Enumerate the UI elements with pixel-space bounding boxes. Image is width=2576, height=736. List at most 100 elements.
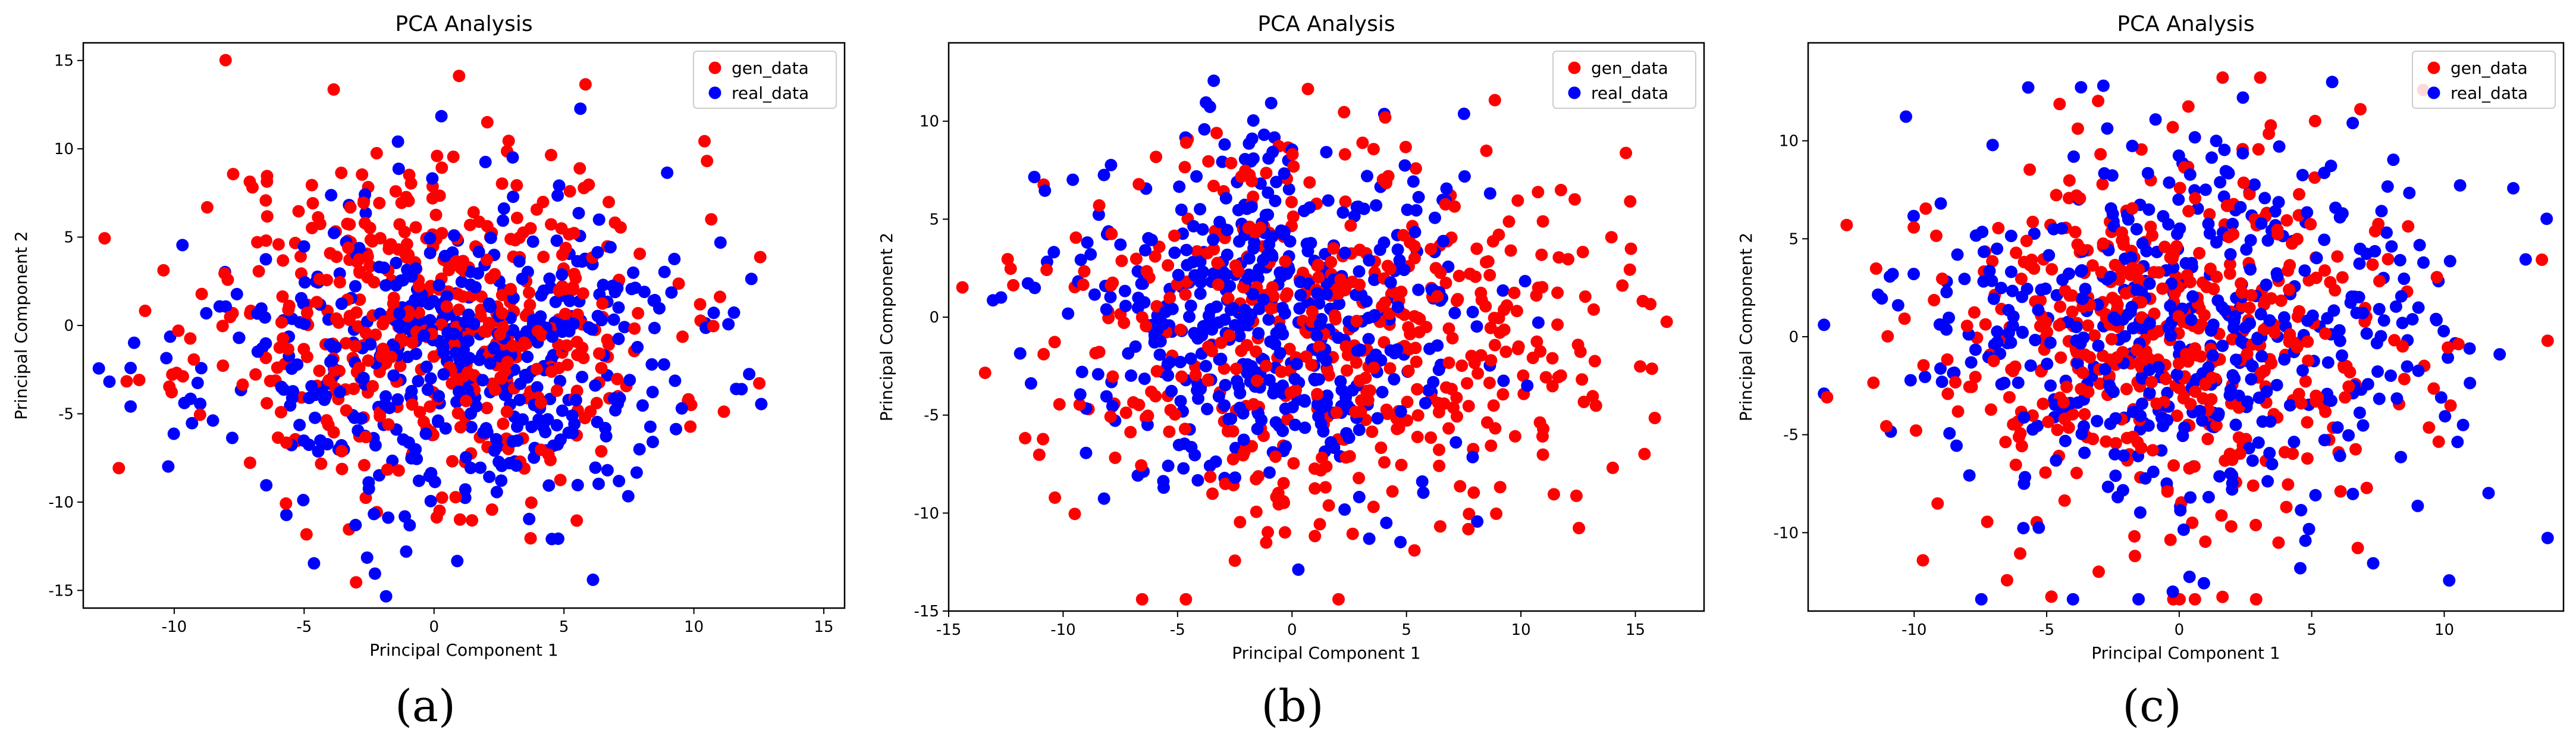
gen-data-point: [1309, 530, 1322, 543]
real-data-point: [1174, 394, 1187, 408]
gen-data-point: [1433, 459, 1446, 472]
gen-data-point: [446, 455, 459, 468]
real-data-point: [2172, 149, 2185, 162]
real-data-point: [707, 306, 720, 320]
real-data-point: [2298, 264, 2311, 277]
real-data-point: [2443, 574, 2456, 587]
gen-data-point: [356, 168, 369, 181]
real-data-point: [1384, 344, 1397, 357]
gen-data-point: [2235, 277, 2248, 290]
real-data-point: [251, 307, 264, 320]
gen-data-point: [2222, 230, 2235, 243]
gen-data-point: [363, 259, 376, 273]
real-data-point: [1257, 129, 1270, 141]
real-data-point: [2183, 571, 2196, 583]
gen-data-point: [1339, 340, 1353, 353]
gen-data-point: [2092, 565, 2105, 578]
gen-data-point: [1248, 226, 1262, 239]
y-tick-label: 10: [54, 140, 74, 158]
gen-data-point: [453, 513, 466, 526]
real-data-point: [1440, 182, 1453, 195]
gen-data-point: [374, 410, 387, 422]
gen-data-point: [2318, 264, 2332, 277]
gen-data-point: [1579, 290, 1592, 303]
legend-marker-gen: [1568, 61, 1581, 74]
gen-data-point: [1623, 263, 1636, 276]
legend: gen_data real_data: [693, 51, 837, 109]
real-data-point: [2322, 393, 2335, 406]
gen-data-point: [2210, 419, 2223, 432]
real-data-point: [432, 278, 445, 292]
real-data-point: [2278, 353, 2291, 366]
real-data-point: [2147, 465, 2160, 478]
real-data-point: [432, 415, 444, 428]
real-data-point: [2202, 491, 2215, 503]
gen-data-point: [2329, 284, 2342, 297]
gen-data-point: [1624, 195, 1637, 208]
gen-data-point: [2236, 300, 2249, 313]
real-data-point: [556, 325, 569, 338]
real-data-point: [714, 236, 727, 249]
gen-data-point: [1411, 383, 1424, 396]
gen-data-point: [571, 308, 584, 321]
real-data-point: [1197, 265, 1210, 278]
real-data-point: [1153, 348, 1166, 361]
gen-data-point: [1284, 386, 1297, 399]
real-data-point: [636, 399, 649, 412]
gen-data-point: [495, 177, 509, 190]
gen-data-point: [485, 503, 498, 516]
gen-data-point: [335, 462, 349, 475]
real-data-point: [1273, 347, 1287, 359]
real-data-point: [2395, 450, 2407, 463]
gen-data-point: [1981, 515, 1994, 528]
gen-data-point: [1204, 470, 1217, 483]
gen-data-point: [2039, 466, 2052, 479]
gen-data-point: [1454, 480, 1467, 493]
real-data-point: [661, 166, 674, 179]
real-data-point: [2004, 336, 2017, 349]
real-data-point: [2211, 294, 2224, 307]
real-data-point: [554, 433, 567, 446]
real-data-point: [426, 172, 439, 185]
gen-data-point: [2432, 435, 2445, 448]
real-data-point: [128, 336, 140, 349]
gen-data-point: [1124, 425, 1137, 439]
real-data-point: [2371, 365, 2384, 378]
real-data-point: [349, 280, 362, 293]
real-data-point: [629, 281, 642, 295]
gen-data-point: [2216, 590, 2229, 603]
gen-data-point: [1379, 111, 1392, 124]
gen-data-point: [236, 378, 249, 391]
gen-data-point: [217, 359, 230, 372]
real-data-point: [646, 386, 659, 399]
gen-data-point: [633, 248, 647, 261]
gen-data-point: [1434, 266, 1447, 279]
real-data-point: [1209, 455, 1222, 468]
gen-data-point: [1483, 377, 1496, 389]
real-data-point: [2283, 399, 2296, 412]
real-data-point: [382, 511, 395, 524]
real-data-point: [2117, 449, 2130, 462]
legend: gen_data real_data: [1552, 51, 1696, 109]
real-data-point: [1154, 335, 1167, 348]
gen-data-point: [705, 213, 718, 226]
real-data-point: [1279, 402, 1292, 415]
real-data-point: [1162, 369, 1175, 382]
gen-data-point: [1551, 286, 1564, 299]
real-data-point: [1092, 208, 1105, 221]
gen-data-point: [2023, 163, 2037, 176]
gen-data-point: [2003, 391, 2016, 404]
real-data-point: [2327, 304, 2340, 317]
real-data-point: [2248, 178, 2261, 191]
real-data-point: [1142, 231, 1155, 245]
real-data-point: [1886, 268, 1899, 281]
gen-data-point: [1109, 451, 1122, 464]
gen-data-point: [2009, 458, 2022, 471]
gen-data-point: [1574, 345, 1587, 358]
real-data-point: [1422, 384, 1435, 397]
x-tick-label: 0: [429, 618, 439, 636]
real-data-point: [463, 352, 476, 365]
real-data-point: [2172, 193, 2185, 206]
real-data-point: [2344, 296, 2357, 309]
gen-data-point: [1353, 472, 1366, 484]
